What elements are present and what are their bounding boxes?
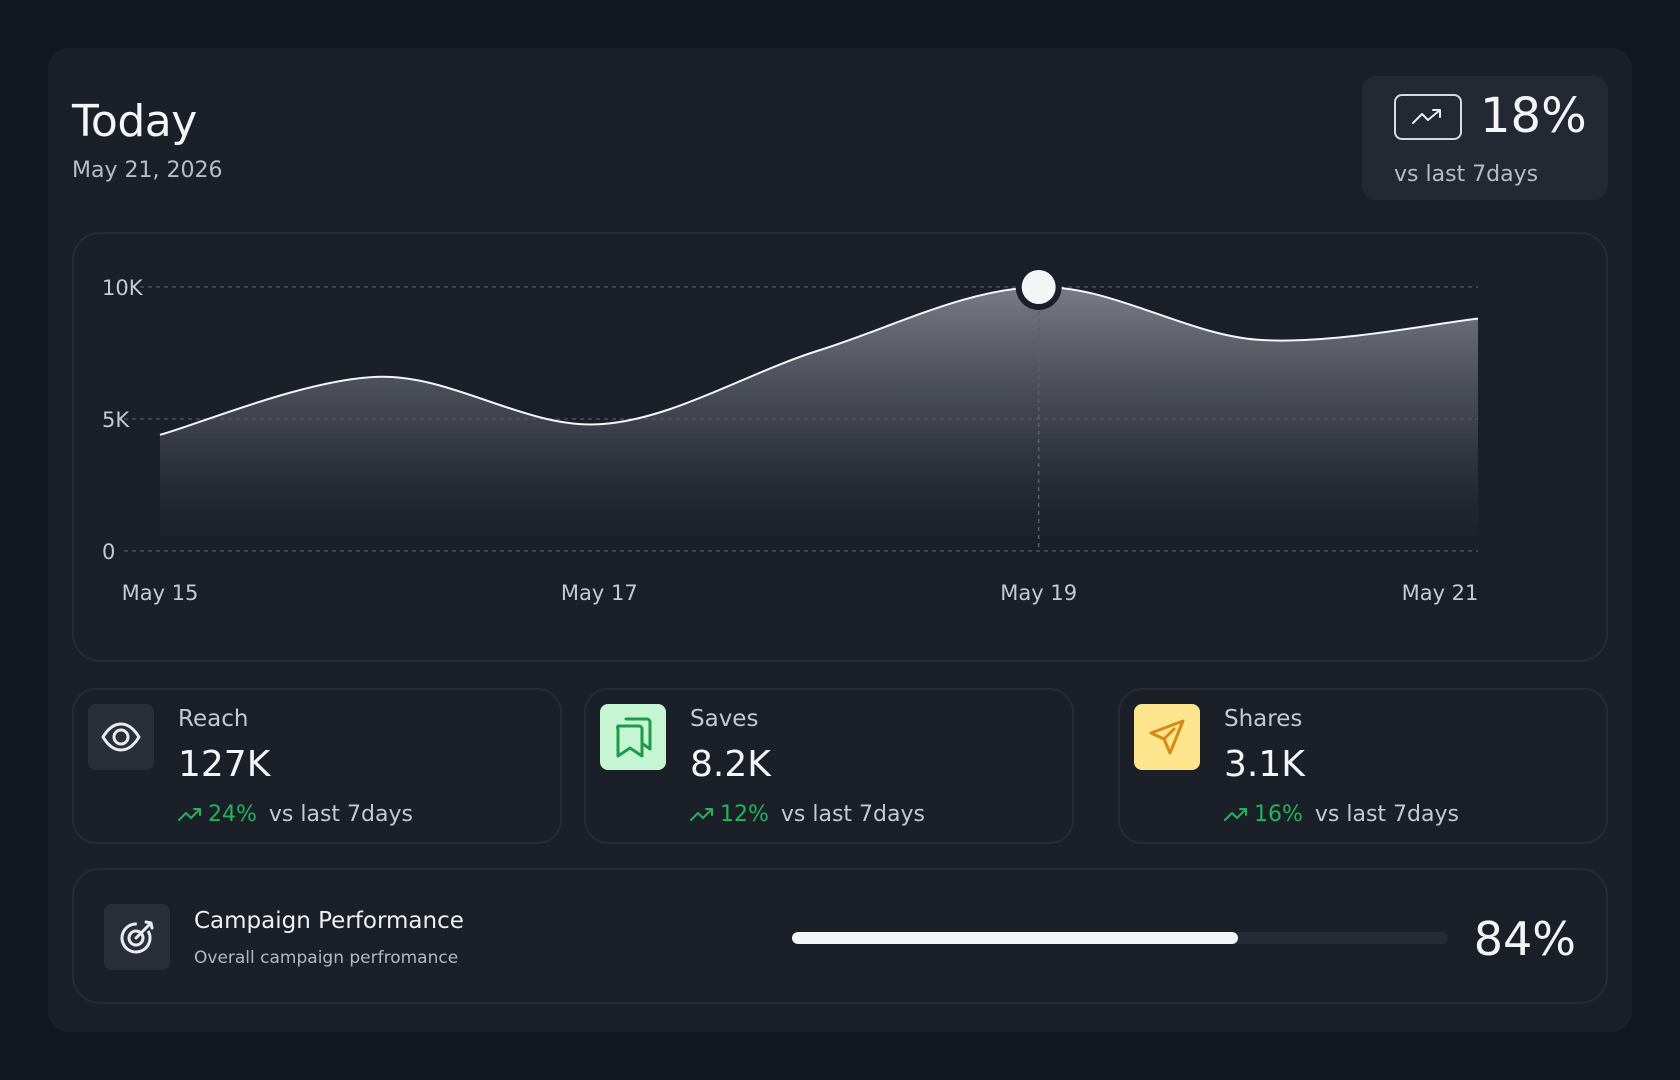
x-tick-label: May 17 — [561, 581, 638, 605]
stat-change-label: vs last 7days — [780, 802, 925, 827]
y-tick-label: 10K — [102, 276, 144, 300]
eye-icon — [88, 704, 154, 770]
stat-label: Shares — [1224, 706, 1303, 732]
stat-card-shares[interactable]: Shares 3.1K 16% vs last 7days — [1118, 688, 1608, 844]
stat-change: 24% vs last 7days — [178, 802, 413, 827]
stat-value: 3.1K — [1224, 744, 1305, 785]
page-title: Today — [72, 96, 197, 147]
chart-area — [160, 286, 1478, 537]
trend-label: vs last 7days — [1394, 162, 1539, 187]
y-tick-label: 0 — [102, 540, 115, 564]
highlight-point[interactable] — [1021, 270, 1056, 304]
stat-change: 16% vs last 7days — [1224, 802, 1459, 827]
campaign-progress-bar — [792, 932, 1448, 944]
page-date: May 21, 2026 — [72, 158, 223, 183]
chart-line — [159, 285, 1479, 436]
stat-value: 127K — [178, 744, 271, 785]
stat-change: 12% vs last 7days — [690, 802, 925, 827]
stat-change-percent: 16% — [1254, 802, 1303, 827]
reach-chart: 10K 5K 0 May 15 May 17 May 19 May 21 — [72, 232, 1608, 662]
trend-up-icon — [1394, 94, 1462, 140]
trend-percent: 18% — [1480, 88, 1587, 144]
trend-up-icon — [1224, 807, 1247, 821]
stat-value: 8.2K — [690, 744, 771, 785]
stat-change-percent: 24% — [208, 802, 257, 827]
stat-label: Reach — [178, 706, 249, 732]
trend-up-icon — [178, 807, 201, 821]
x-tick-label: May 19 — [1000, 581, 1077, 605]
send-icon — [1134, 704, 1200, 770]
stat-card-saves[interactable]: Saves 8.2K 12% vs last 7days — [584, 688, 1074, 844]
stat-change-label: vs last 7days — [268, 802, 413, 827]
bookmarks-icon — [600, 704, 666, 770]
campaign-percent: 84% — [1473, 912, 1576, 966]
campaign-subtitle: Overall campaign perfromance — [194, 948, 459, 968]
y-tick-label: 5K — [102, 408, 130, 432]
campaign-title: Campaign Performance — [194, 908, 464, 934]
stat-card-reach[interactable]: Reach 127K 24% vs last 7days — [72, 688, 562, 844]
campaign-performance-card[interactable]: Campaign Performance Overall campaign pe… — [72, 868, 1608, 1004]
campaign-progress-fill — [792, 932, 1239, 944]
stat-change-percent: 12% — [720, 802, 769, 827]
trend-summary: 18% vs last 7days — [1362, 76, 1608, 200]
target-icon — [104, 904, 170, 970]
stat-label: Saves — [690, 706, 759, 732]
stat-change-label: vs last 7days — [1314, 802, 1459, 827]
dashboard-panel: Today May 21, 2026 18% vs last 7days 10K… — [48, 48, 1632, 1032]
trend-up-icon — [690, 807, 713, 821]
x-tick-label: May 21 — [1402, 581, 1479, 605]
x-tick-label: May 15 — [122, 581, 199, 605]
chart-canvas: 10K 5K 0 May 15 May 17 May 19 May 21 — [102, 264, 1479, 605]
